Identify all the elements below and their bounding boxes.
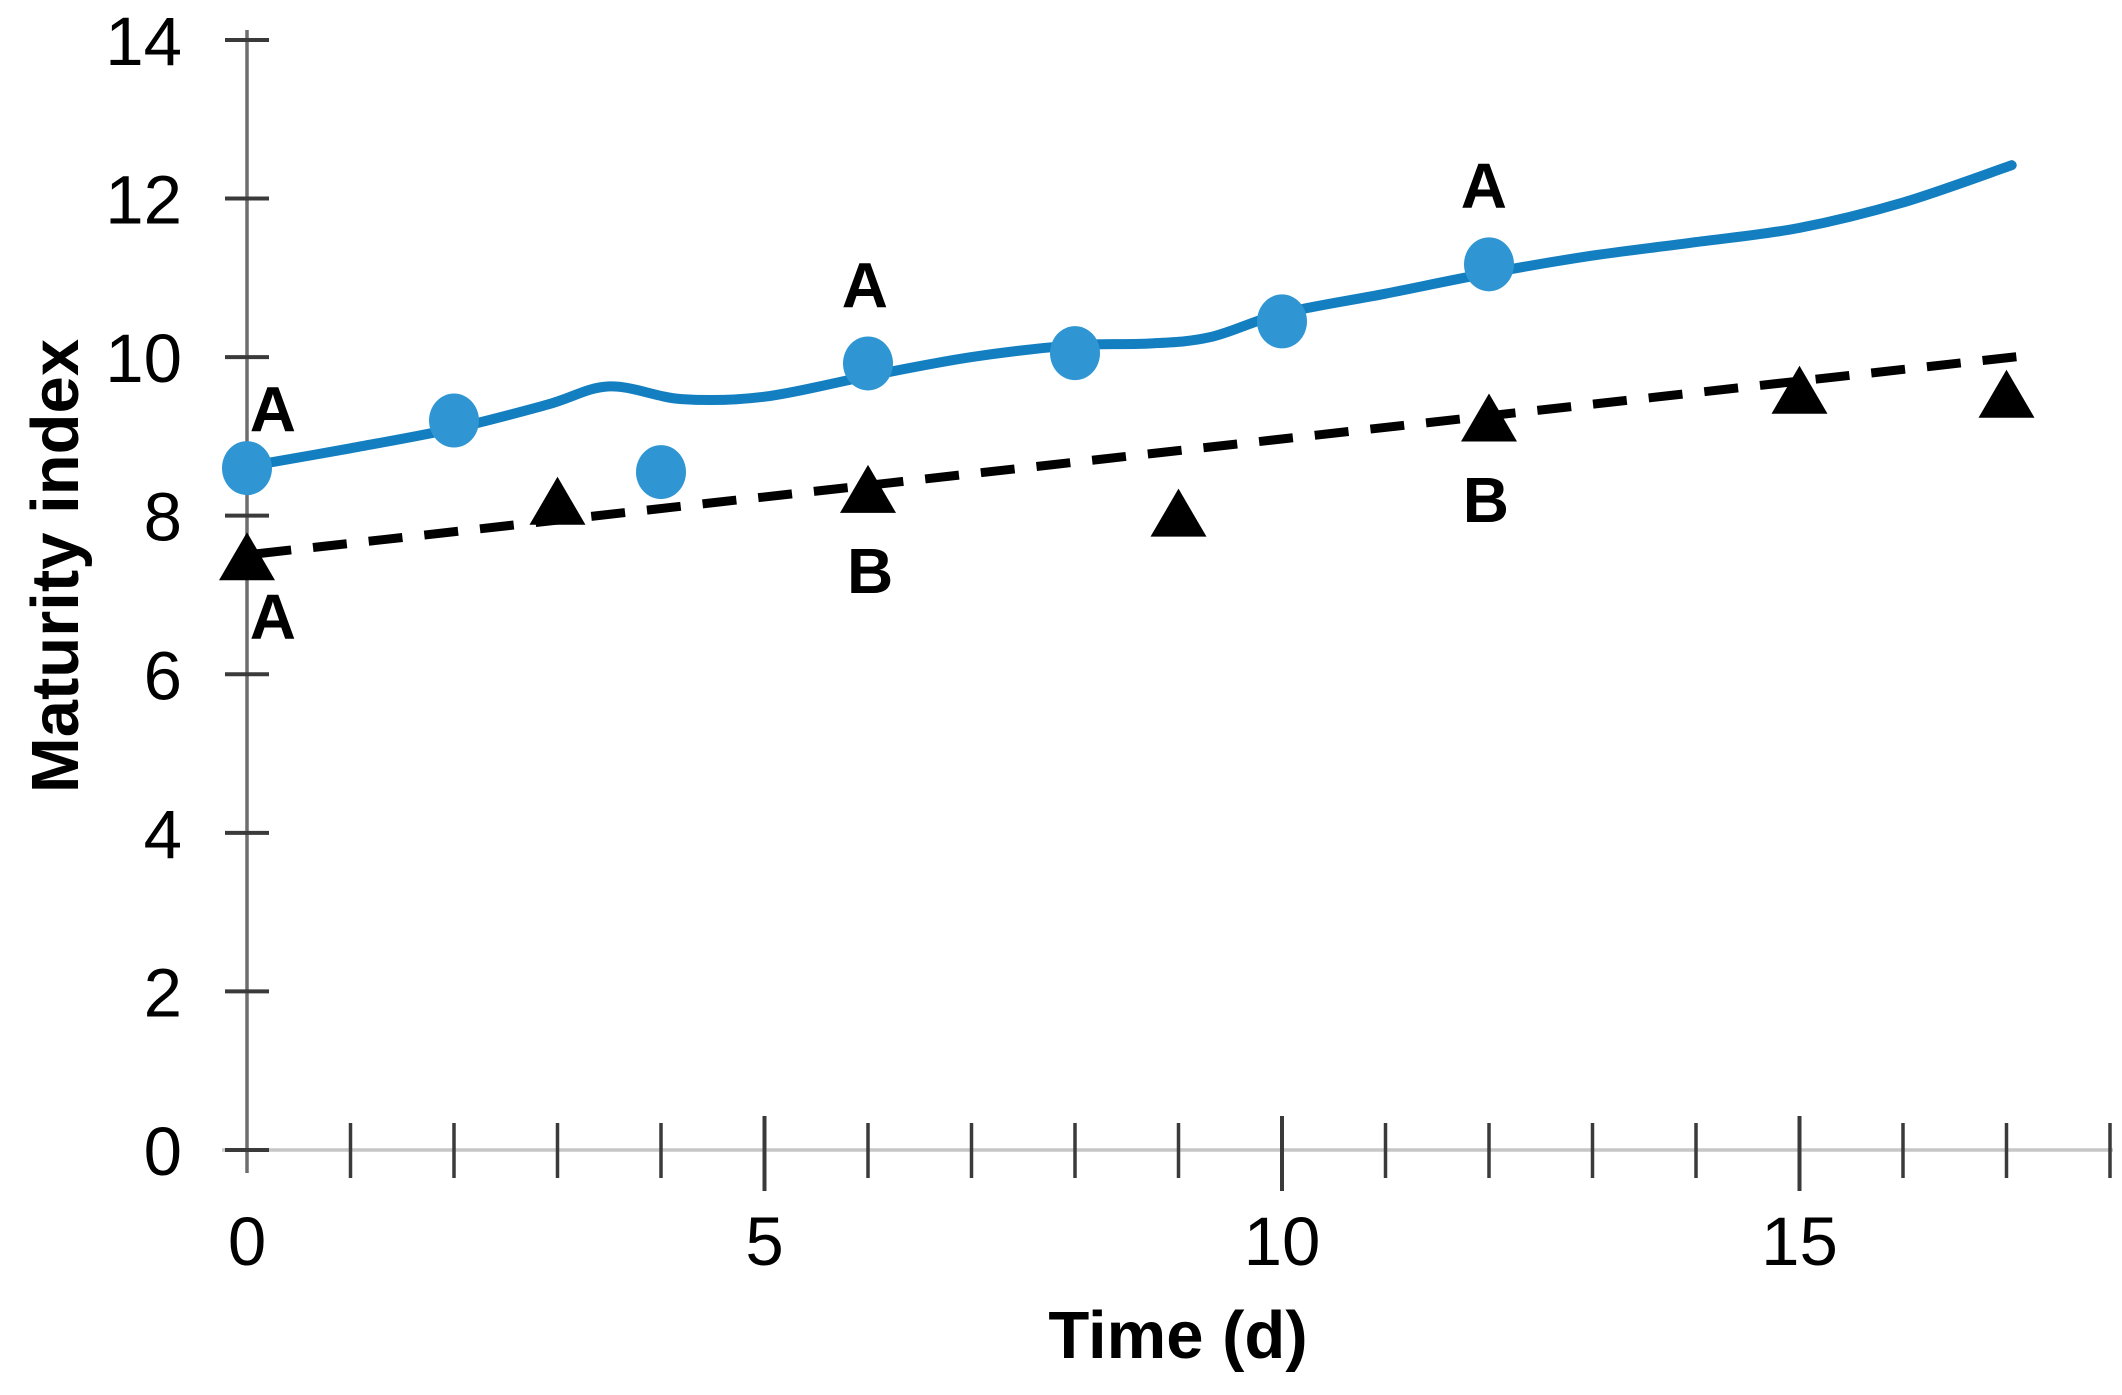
- y-tick-label: 10: [105, 320, 182, 397]
- annotation-label: A: [842, 250, 888, 322]
- series-a-point: [222, 441, 272, 496]
- y-tick-label: 6: [144, 637, 182, 714]
- y-tick-label: 8: [144, 479, 182, 556]
- axes-layer: 0 5 10 15 0 2 4 6 8 10 12 14: [105, 3, 2113, 1280]
- annotation-label: A: [250, 581, 296, 653]
- series-b-point: [1978, 369, 2035, 418]
- y-axis-title: Maturity index: [18, 339, 93, 793]
- series-b-point: [1771, 365, 1828, 414]
- series-b-point: [840, 464, 896, 513]
- y-tick-label: 14: [105, 3, 182, 80]
- x-tick-label: 10: [1244, 1203, 1321, 1280]
- y-tick-label: 4: [144, 796, 182, 873]
- annotation-label: A: [250, 373, 296, 445]
- y-tick-label: 12: [105, 162, 182, 239]
- series-a-point: [1050, 326, 1100, 381]
- y-tick-label: 0: [144, 1113, 182, 1190]
- annotation-label: B: [1463, 464, 1509, 536]
- y-tick-label: 2: [144, 954, 182, 1031]
- series-b-point: [1461, 393, 1517, 442]
- x-tick-label: 5: [745, 1203, 783, 1280]
- annotation-label: A: [1461, 150, 1507, 222]
- series-b-point: [529, 476, 586, 525]
- x-axis-title: Time (d): [1048, 1298, 1307, 1373]
- x-tick-label: 0: [228, 1203, 266, 1280]
- series-layer: [219, 160, 2035, 581]
- annotation-layer: A A A A B B: [250, 150, 1509, 653]
- series-a-point: [843, 336, 893, 391]
- series-a-point: [636, 445, 686, 500]
- series-b-trendline: [256, 351, 2028, 559]
- x-tick-label: 15: [1761, 1203, 1838, 1280]
- annotation-label: B: [847, 535, 893, 607]
- series-a-point: [429, 393, 479, 448]
- series-a-point: [1257, 294, 1307, 349]
- series-b-point: [1150, 488, 1207, 537]
- series-a-trendline: [242, 160, 2017, 472]
- series-b-point: [219, 532, 275, 581]
- series-a-point: [1464, 237, 1514, 292]
